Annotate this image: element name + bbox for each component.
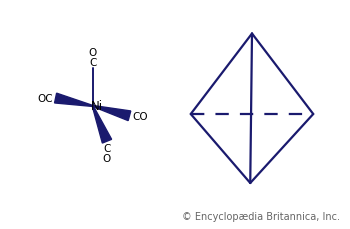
Text: C: C <box>103 144 111 153</box>
Text: C: C <box>89 58 97 68</box>
Text: CO: CO <box>132 111 148 121</box>
Text: O: O <box>103 153 111 164</box>
Text: OC: OC <box>37 94 52 104</box>
Polygon shape <box>92 106 112 143</box>
Text: © Encyclopædia Britannica, Inc.: © Encyclopædia Britannica, Inc. <box>182 211 340 221</box>
Polygon shape <box>55 94 93 107</box>
Text: Ni: Ni <box>91 100 103 113</box>
Text: O: O <box>89 48 97 58</box>
Polygon shape <box>93 106 131 121</box>
